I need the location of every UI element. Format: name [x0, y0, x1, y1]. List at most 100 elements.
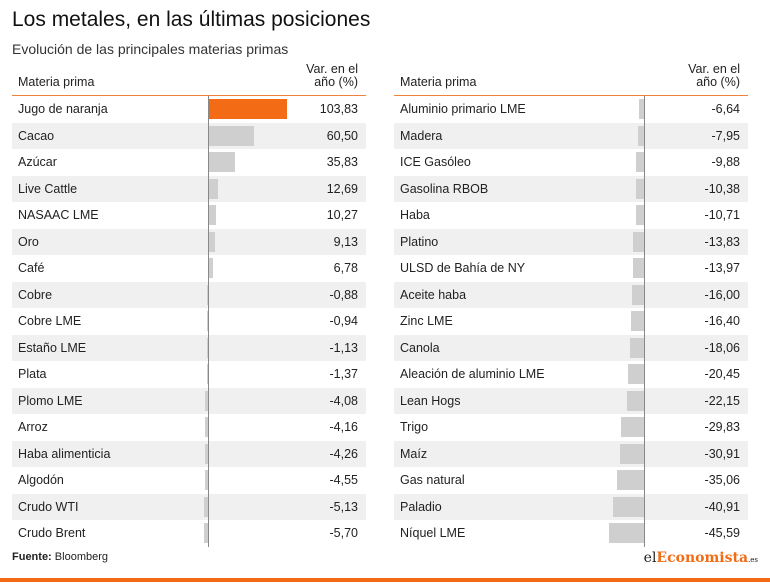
value-bar [637, 125, 644, 146]
value-bar [612, 496, 644, 517]
value-bar [208, 231, 215, 252]
value-label: -29,83 [704, 420, 740, 434]
table-row: Níquel LME -45,59 [394, 520, 748, 547]
commodity-name: Crudo WTI [18, 499, 79, 514]
column-header-var: Var. en el año (%) [660, 63, 740, 89]
value-bar [636, 178, 644, 199]
table-row: Cobre -0,88 [12, 281, 366, 308]
commodity-name: Cacao [18, 128, 55, 143]
right-table: Materia prima Var. en el año (%) Alumini… [394, 60, 748, 547]
value-label: -10,71 [704, 208, 740, 222]
value-bar [633, 258, 644, 278]
eleconomista-logo: elEconomista.es [644, 550, 758, 566]
table-row: Gas natural -35,06 [394, 467, 748, 494]
value-bar [206, 364, 208, 384]
column-header-var-line1: Var. en el [688, 62, 740, 76]
table-row: Paladio -40,91 [394, 493, 748, 520]
commodity-name: Canola [400, 340, 440, 355]
value-label: -1,13 [329, 340, 359, 355]
value-bar [208, 99, 288, 119]
value-label: 10,27 [326, 208, 358, 222]
commodity-name: Aluminio primario LME [400, 102, 526, 116]
commodity-name: Haba alimenticia [18, 446, 111, 461]
value-bar [208, 178, 218, 199]
table-row: Estaño LME -1,13 [12, 334, 366, 361]
table-row: Madera -7,95 [394, 122, 748, 149]
table-row: Aceite haba -16,00 [394, 281, 748, 308]
value-label: 60,50 [326, 128, 358, 143]
commodity-name: NASAAC LME [18, 208, 99, 222]
left-table-header: Materia prima Var. en el año (%) [12, 60, 366, 96]
value-bar [630, 337, 644, 358]
table-row: Zinc LME -16,40 [394, 308, 748, 335]
value-label: -30,91 [704, 446, 740, 461]
commodity-name: Aceite haba [400, 287, 467, 302]
value-bar [636, 152, 644, 172]
table-row: Platino -13,83 [394, 228, 748, 255]
value-bar [617, 470, 644, 490]
commodity-name: Níquel LME [400, 526, 466, 540]
table-row: Gasolina RBOB -10,38 [394, 175, 748, 202]
zero-axis-line [208, 96, 209, 547]
table-row: Oro 9,13 [12, 228, 366, 255]
logo-suffix: .es [748, 556, 758, 564]
table-row: Maíz -30,91 [394, 440, 748, 467]
value-bar [633, 231, 644, 252]
value-label: -13,97 [704, 261, 740, 275]
commodity-name: Plata [18, 367, 47, 381]
table-row: Cacao 60,50 [12, 122, 366, 149]
commodity-name: ICE Gasóleo [400, 155, 471, 169]
value-bar [631, 284, 644, 305]
table-row: Aleación de aluminio LME -20,45 [394, 361, 748, 388]
value-label: -4,16 [329, 420, 359, 434]
value-label: 6,78 [333, 261, 358, 275]
value-label: -20,45 [704, 367, 740, 381]
table-row: Plata -1,37 [12, 361, 366, 388]
value-label: -13,83 [704, 234, 740, 249]
value-label: -5,70 [329, 526, 359, 540]
table-row: Aluminio primario LME -6,64 [394, 96, 748, 123]
value-label: 35,83 [326, 155, 358, 169]
table-row: Live Cattle 12,69 [12, 175, 366, 202]
value-label: -9,88 [711, 155, 741, 169]
value-label: -7,95 [711, 128, 741, 143]
commodity-name: Cobre [18, 287, 53, 302]
value-bar [204, 496, 208, 517]
table-row: Trigo -29,83 [394, 414, 748, 441]
column-header-name: Materia prima [18, 75, 95, 89]
value-bar [627, 390, 644, 411]
commodity-name: Estaño LME [18, 340, 87, 355]
table-row: Cobre LME -0,94 [12, 308, 366, 335]
commodity-name: Paladio [400, 499, 442, 514]
value-label: -16,00 [704, 287, 740, 302]
value-bar [203, 523, 208, 543]
commodity-name: Live Cattle [18, 181, 78, 196]
table-row: ICE Gasóleo -9,88 [394, 149, 748, 176]
value-bar [609, 523, 644, 543]
commodity-name: Plomo LME [18, 393, 83, 408]
commodity-name: Gasolina RBOB [400, 181, 489, 196]
value-bar [638, 99, 644, 119]
table-row: ULSD de Bahía de NY -13,97 [394, 255, 748, 282]
left-table-rows: Jugo de naranja 103,83 Cacao 60,50 Azúcar 35,… [12, 96, 366, 547]
value-label: -45,59 [704, 526, 740, 540]
commodity-name: ULSD de Bahía de NY [400, 261, 526, 275]
bottom-accent-line [0, 578, 770, 582]
table-row: Arroz -4,16 [12, 414, 366, 441]
logo-main: Economista [656, 550, 749, 566]
value-label: -0,94 [329, 314, 359, 328]
source-name: Bloomberg [54, 551, 108, 563]
table-row: Haba alimenticia -4,26 [12, 440, 366, 467]
table-row: Crudo WTI -5,13 [12, 493, 366, 520]
commodity-name: Oro [18, 234, 39, 249]
table-row: Jugo de naranja 103,83 [12, 96, 366, 123]
value-label: -1,37 [329, 367, 359, 381]
commodity-name: Arroz [18, 420, 48, 434]
value-bar [204, 443, 208, 464]
value-label: -4,55 [329, 473, 359, 487]
value-bar [621, 417, 644, 437]
commodity-name: Jugo de naranja [18, 102, 108, 116]
value-label: -6,64 [711, 102, 741, 116]
commodity-name: Trigo [400, 420, 429, 434]
column-header-var-line2: año (%) [314, 75, 358, 89]
